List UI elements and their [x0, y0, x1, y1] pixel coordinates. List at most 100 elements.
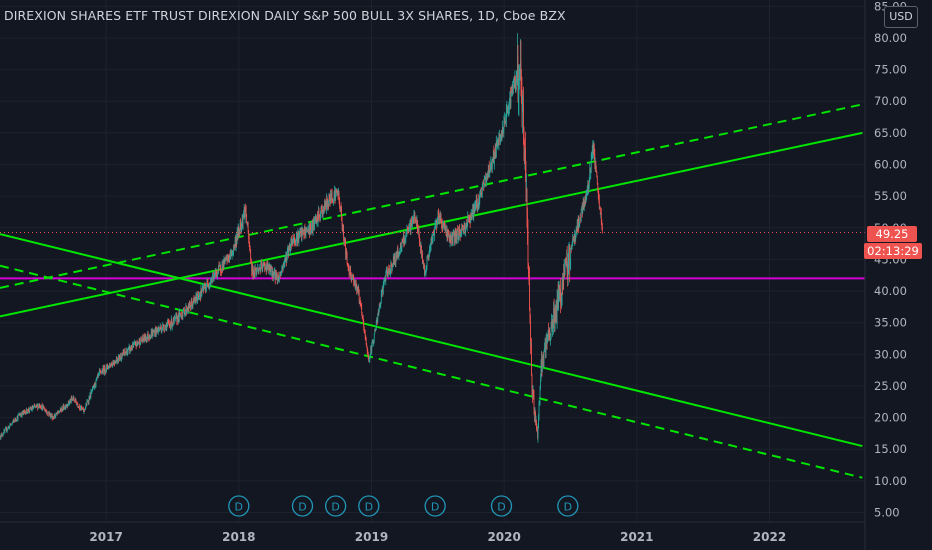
candle-body: [520, 60, 522, 82]
candle-body: [550, 327, 552, 340]
candle-body: [118, 355, 120, 357]
dividend-marker-6[interactable]: D: [557, 495, 579, 517]
candle-body: [528, 274, 530, 277]
currency-button[interactable]: USD: [884, 6, 918, 28]
candle-body: [456, 229, 458, 239]
candle-body: [222, 262, 224, 270]
candle-body: [18, 415, 19, 416]
candle-body: [161, 330, 163, 332]
candle-body: [411, 219, 412, 226]
candle-body: [97, 375, 99, 376]
candle-body: [24, 411, 26, 413]
candle-body: [496, 141, 498, 144]
candle-body: [470, 218, 472, 223]
candle-body: [324, 203, 326, 207]
candle-body: [371, 344, 373, 353]
dividend-marker-4[interactable]: D: [424, 495, 446, 517]
candle-body: [460, 234, 462, 235]
candle-body: [474, 205, 476, 210]
candle-body: [295, 241, 296, 243]
candle-body: [250, 262, 252, 264]
candle-body: [152, 331, 154, 336]
candle-body: [17, 416, 18, 419]
candle-body: [563, 275, 564, 277]
candle-body: [205, 287, 207, 291]
candle-body: [346, 253, 348, 264]
candle-body: [254, 273, 256, 274]
candle-body: [400, 244, 402, 248]
dividend-marker-5[interactable]: D: [490, 495, 513, 517]
candle-body: [64, 406, 66, 409]
candle-body: [458, 236, 459, 238]
candle-body: [560, 290, 561, 304]
candle-body: [362, 315, 364, 318]
candle-body: [32, 407, 34, 409]
candle-body: [75, 399, 76, 403]
candle-body: [540, 380, 541, 388]
candle-body: [203, 286, 204, 290]
candle-body: [134, 342, 136, 344]
bar-countdown-label: 02:13:29: [864, 243, 922, 259]
candle-body: [95, 379, 97, 386]
candle-body: [466, 226, 468, 228]
candle-body: [468, 215, 470, 217]
candle-body: [186, 307, 187, 313]
candle-body: [190, 306, 192, 308]
candle-body: [38, 405, 40, 407]
candle-body: [462, 228, 464, 230]
candle-body: [27, 409, 29, 413]
candle-body: [432, 237, 433, 239]
candle-body: [112, 362, 113, 367]
candle-body: [53, 418, 55, 419]
candle-body: [149, 337, 151, 339]
candle-body: [266, 264, 268, 268]
candle-body: [81, 405, 82, 409]
candle-body: [552, 320, 554, 328]
candle-body: [89, 393, 91, 400]
price-axis[interactable]: 5.0010.0015.0020.0025.0030.0035.0040.004…: [874, 0, 907, 520]
candle-body: [490, 162, 492, 169]
candle-body: [162, 325, 164, 330]
candle-body: [241, 225, 242, 229]
candle-body: [229, 254, 231, 257]
candle-body: [207, 282, 209, 287]
candle-body: [311, 223, 312, 234]
candle-body: [546, 340, 547, 341]
dividend-marker-2[interactable]: D: [325, 495, 347, 517]
dividend-marker-3[interactable]: D: [358, 495, 380, 517]
price-tick-5: 30.00: [874, 347, 907, 361]
candle-body: [217, 271, 219, 273]
candle-body: [128, 346, 130, 348]
candle-body: [455, 232, 457, 241]
candle-body: [446, 230, 448, 238]
candle-body: [355, 284, 357, 285]
candle-body: [66, 405, 68, 407]
candle-body: [312, 222, 314, 233]
candle-body: [7, 427, 9, 430]
candle-body: [511, 91, 513, 92]
candle-body: [35, 404, 37, 406]
candle-body: [593, 146, 595, 155]
candle-body: [74, 401, 76, 403]
dividend-marker-0[interactable]: D: [228, 495, 250, 517]
candle-body: [394, 255, 396, 262]
candle-body: [347, 263, 348, 266]
candle-body: [86, 404, 87, 406]
candle-body: [358, 286, 360, 291]
candle-body: [496, 143, 498, 144]
candle-body: [565, 262, 567, 266]
candle-body: [582, 208, 584, 213]
candle-body: [148, 336, 150, 339]
candle-body: [43, 405, 45, 410]
candle-body: [276, 273, 278, 279]
time-axis[interactable]: 2017 2018 2019 2020 2021 2022: [89, 530, 786, 544]
candle-body: [49, 414, 51, 417]
candle-body: [564, 271, 565, 275]
candle-body: [556, 302, 557, 317]
candle-body: [246, 222, 248, 226]
dividend-marker-1[interactable]: D: [291, 495, 314, 517]
candle-body: [422, 261, 424, 264]
candle-body: [525, 148, 526, 174]
